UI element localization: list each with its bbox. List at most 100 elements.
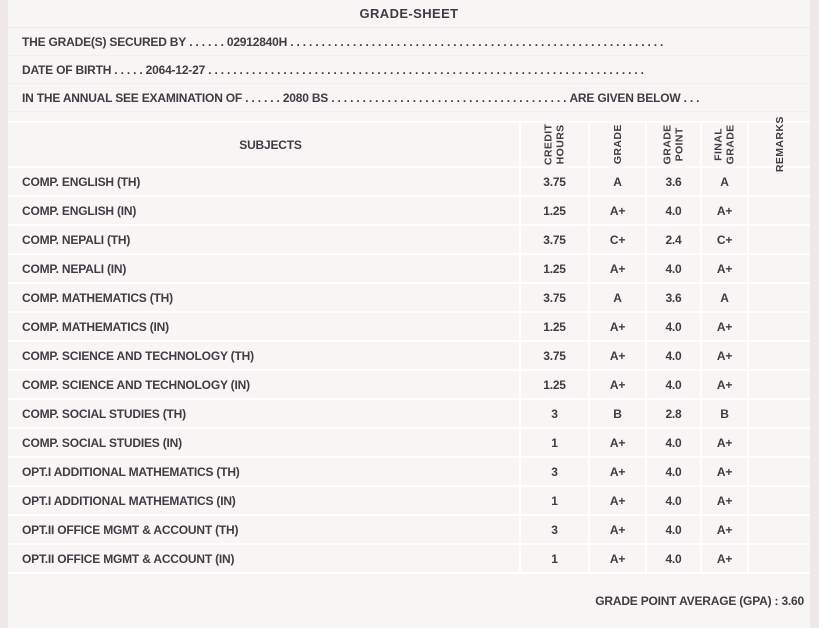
remarks-cell — [747, 168, 810, 195]
table-row: COMP. NEPALI (IN) 1.25 A+ 4.0 A+ — [8, 255, 810, 284]
subject-cell: OPT.II OFFICE MGMT & ACCOUNT (TH) — [22, 522, 239, 537]
final-grade-cell: A+ — [700, 458, 747, 485]
remarks-cell — [747, 429, 810, 456]
final-grade-cell: A — [700, 168, 747, 195]
subject-cell: OPT.II OFFICE MGMT & ACCOUNT (IN) — [22, 551, 235, 566]
final-grade-cell: A — [700, 284, 747, 311]
final-grade-cell: A+ — [700, 313, 747, 340]
column-header-subjects: SUBJECTS — [8, 123, 519, 166]
grade-point-cell: 2.4 — [645, 226, 700, 253]
table-row: OPT.I ADDITIONAL MATHEMATICS (IN) 1 A+ 4… — [8, 487, 810, 516]
credit-hours-cell: 3 — [519, 516, 588, 543]
credit-hours-cell: 1.25 — [519, 371, 588, 398]
subject-cell: OPT.I ADDITIONAL MATHEMATICS (TH) — [22, 464, 240, 479]
credit-hours-cell: 3.75 — [519, 226, 588, 253]
table-row: COMP. MATHEMATICS (IN) 1.25 A+ 4.0 A+ — [8, 313, 810, 342]
info-line-grades-secured-by: THE GRADE(S) SECURED BY . . . . . . 0291… — [8, 28, 810, 56]
gpa-value: 3.60 — [781, 594, 804, 608]
table-header-row: SUBJECTS CREDIT HOURS GRADE GRADE POINT … — [8, 117, 810, 172]
grade-point-cell: 4.0 — [645, 313, 700, 340]
credit-hours-cell: 3.75 — [519, 342, 588, 369]
remarks-cell — [747, 458, 810, 485]
grade-cell: A — [588, 168, 645, 195]
table-row: COMP. ENGLISH (TH) 3.75 A 3.6 A — [8, 168, 810, 197]
credit-hours-cell: 1 — [519, 429, 588, 456]
final-grade-cell: A+ — [700, 197, 747, 224]
final-grade-cell: B — [700, 400, 747, 427]
date-of-birth-label: DATE OF BIRTH — [22, 62, 112, 77]
grade-cell: A+ — [588, 255, 645, 282]
table-body: COMP. ENGLISH (TH) 3.75 A 3.6 A COMP. EN… — [8, 168, 810, 574]
info-line-date-of-birth: DATE OF BIRTH . . . . . 2064-12-27 . . .… — [8, 56, 810, 84]
grade-point-cell: 4.0 — [645, 487, 700, 514]
final-grade-cell: A+ — [700, 371, 747, 398]
grade-cell: A — [588, 284, 645, 311]
remarks-cell — [747, 255, 810, 282]
table-row: OPT.II OFFICE MGMT & ACCOUNT (IN) 1 A+ 4… — [8, 545, 810, 574]
grade-cell: B — [588, 400, 645, 427]
subject-cell: COMP. MATHEMATICS (TH) — [22, 290, 173, 305]
dotted-trailer: . . . . . . . . . . . . . . . . . . . . … — [328, 90, 570, 105]
grade-cell: A+ — [588, 487, 645, 514]
final-grade-cell: C+ — [700, 226, 747, 253]
grade-point-header-label: GRADE POINT — [661, 124, 686, 165]
credit-hours-cell: 1 — [519, 487, 588, 514]
subject-cell: COMP. MATHEMATICS (IN) — [22, 319, 169, 334]
subject-cell: COMP. NEPALI (TH) — [22, 232, 131, 247]
remarks-header-label: REMARKS — [773, 116, 786, 173]
dotted-leader: . . . . . — [111, 62, 146, 77]
credit-hours-cell: 3 — [519, 458, 588, 485]
subject-cell: COMP. SOCIAL STUDIES (IN) — [22, 435, 182, 450]
subject-cell: OPT.I ADDITIONAL MATHEMATICS (IN) — [22, 493, 236, 508]
table-row: OPT.I ADDITIONAL MATHEMATICS (TH) 3 A+ 4… — [8, 458, 810, 487]
date-of-birth-value: 2064-12-27 — [145, 62, 206, 77]
table-row: COMP. SCIENCE AND TECHNOLOGY (IN) 1.25 A… — [8, 371, 810, 400]
credit-hours-cell: 1 — [519, 545, 588, 572]
remarks-cell — [747, 516, 810, 543]
grade-cell: A+ — [588, 516, 645, 543]
grade-point-cell: 4.0 — [645, 458, 700, 485]
grade-point-cell: 4.0 — [645, 342, 700, 369]
final-grade-header-label: FINAL GRADE — [712, 124, 737, 165]
grade-cell: A+ — [588, 342, 645, 369]
grade-sheet-panel: GRADE-SHEET THE GRADE(S) SECURED BY . . … — [8, 0, 810, 628]
grade-cell: A+ — [588, 545, 645, 572]
grades-secured-by-label: THE GRADE(S) SECURED BY — [22, 34, 187, 49]
credit-hours-cell: 1.25 — [519, 197, 588, 224]
header-table-gap — [8, 112, 810, 121]
page-title: GRADE-SHEET — [8, 0, 810, 28]
table-row: COMP. SCIENCE AND TECHNOLOGY (TH) 3.75 A… — [8, 342, 810, 371]
final-grade-cell: A+ — [700, 429, 747, 456]
remarks-cell — [747, 313, 810, 340]
examination-of-label: IN THE ANNUAL SEE EXAMINATION OF — [22, 90, 243, 105]
credit-hours-header-label: CREDIT HOURS — [542, 123, 567, 166]
credit-hours-cell: 1.25 — [519, 255, 588, 282]
dotted-leader: . . . . . . — [186, 34, 227, 49]
final-grade-cell: A+ — [700, 516, 747, 543]
grades-table: SUBJECTS CREDIT HOURS GRADE GRADE POINT … — [8, 117, 810, 574]
final-grade-cell: A+ — [700, 545, 747, 572]
subject-cell: COMP. SCIENCE AND TECHNOLOGY (TH) — [22, 348, 254, 363]
grade-cell: A+ — [588, 429, 645, 456]
dotted-trailer: . . . . . . . . . . . . . . . . . . . . … — [287, 34, 664, 49]
grade-cell: C+ — [588, 226, 645, 253]
grade-point-cell: 3.6 — [645, 284, 700, 311]
table-row: COMP. ENGLISH (IN) 1.25 A+ 4.0 A+ — [8, 197, 810, 226]
grade-point-cell: 4.0 — [645, 545, 700, 572]
remarks-cell — [747, 197, 810, 224]
are-given-below-label: ARE GIVEN BELOW . . . — [569, 90, 700, 105]
remarks-cell — [747, 545, 810, 572]
table-row: COMP. MATHEMATICS (TH) 3.75 A 3.6 A — [8, 284, 810, 313]
column-header-grade-point: GRADE POINT — [645, 123, 700, 166]
subject-cell: COMP. ENGLISH (TH) — [22, 174, 141, 189]
student-symbol-number-value: 02912840H — [226, 34, 288, 49]
table-row: COMP. NEPALI (TH) 3.75 C+ 2.4 C+ — [8, 226, 810, 255]
grade-point-cell: 4.0 — [645, 516, 700, 543]
remarks-cell — [747, 487, 810, 514]
dotted-trailer: . . . . . . . . . . . . . . . . . . . . … — [205, 62, 644, 77]
grade-cell: A+ — [588, 313, 645, 340]
remarks-cell — [747, 371, 810, 398]
subject-cell: COMP. NEPALI (IN) — [22, 261, 127, 276]
column-header-grade: GRADE — [588, 123, 645, 166]
subject-cell: COMP. ENGLISH (IN) — [22, 203, 137, 218]
